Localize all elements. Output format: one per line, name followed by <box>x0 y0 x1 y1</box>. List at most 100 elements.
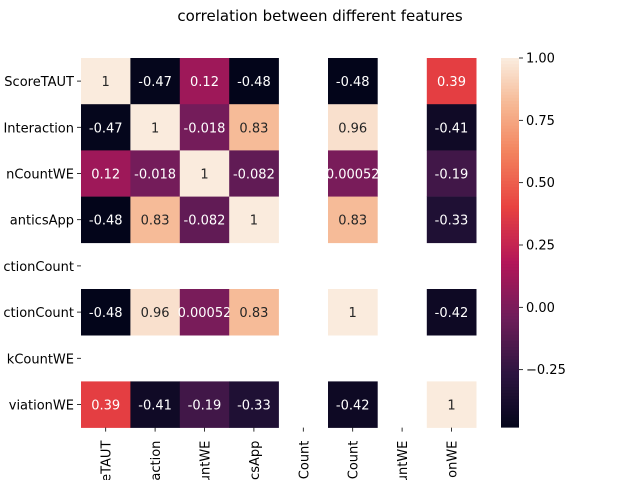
colorbar-segment <box>501 141 519 145</box>
colorbar-segment <box>501 350 519 354</box>
heatmap-cell <box>81 58 131 105</box>
x-tick-label: Count <box>297 441 312 480</box>
colorbar-segment <box>501 64 519 68</box>
colorbar-tick-label: 1.00 <box>526 52 555 67</box>
colorbar-segment <box>501 282 519 287</box>
colorbar-segment <box>501 82 519 87</box>
heatmap-cell <box>426 289 477 336</box>
colorbar-segment <box>501 396 519 400</box>
heatmap-cell <box>179 289 230 336</box>
heatmap-cell <box>130 381 181 428</box>
cell-annotation: -0.47 <box>138 75 172 90</box>
cell-annotation: -0.33 <box>435 214 469 229</box>
colorbar-segment <box>501 181 519 185</box>
colorbar-segment <box>501 362 519 367</box>
colorbar-segment <box>501 420 519 425</box>
heatmap-cell <box>229 104 279 151</box>
colorbar-tick-label: −0.25 <box>526 363 566 378</box>
heatmap-cell <box>130 289 181 336</box>
cell-annotation: -0.33 <box>237 399 271 414</box>
y-tick-label: kCountWE <box>7 352 74 367</box>
cell-annotation: 0.96 <box>338 121 367 136</box>
y-tick-label: nCountWE <box>6 168 74 183</box>
cell-annotation: -0.018 <box>134 168 176 183</box>
colorbar-segment <box>501 153 519 157</box>
colorbar-segment <box>501 144 519 148</box>
cell-annotation: -0.48 <box>89 214 123 229</box>
cell-annotation: 1 <box>151 121 159 136</box>
colorbar-segment <box>501 304 519 308</box>
heatmap-cell <box>229 150 279 197</box>
colorbar-segment <box>501 122 519 127</box>
y-tick-label: ctionCount <box>3 260 74 275</box>
x-tick-label: untWE <box>396 441 411 480</box>
colorbar-tick-label: 0.75 <box>526 114 555 129</box>
cell-annotation: -0.47 <box>89 121 123 136</box>
heatmap-cell <box>426 150 477 197</box>
heatmap-cell <box>426 104 477 151</box>
x-tick-label: Count <box>347 441 362 480</box>
heatmap-cell <box>130 150 181 197</box>
colorbar-segment <box>501 325 519 330</box>
cell-annotation: 0.83 <box>239 306 268 321</box>
colorbar-segment <box>501 248 519 253</box>
colorbar-segment <box>501 340 519 345</box>
heatmap-cell <box>229 381 279 428</box>
colorbar-segment <box>501 70 519 74</box>
y-tick-label: ScoreTAUT <box>4 75 74 90</box>
colorbar-segment <box>501 184 519 188</box>
colorbar-segment <box>501 85 519 90</box>
heatmap-cell <box>81 381 131 428</box>
colorbar-segment <box>501 227 519 231</box>
colorbar-segment <box>501 134 519 139</box>
colorbar-segment <box>501 374 519 379</box>
colorbar-segment <box>501 193 519 197</box>
colorbar-segment <box>501 316 519 320</box>
colorbar-segment <box>501 328 519 333</box>
cell-annotation: 0.96 <box>141 306 170 321</box>
colorbar-segment <box>501 390 519 394</box>
colorbar-segment <box>501 147 519 151</box>
colorbar-segment <box>501 233 519 237</box>
colorbar-segment <box>501 417 519 422</box>
colorbar-segment <box>501 220 519 225</box>
cell-annotation: -0.41 <box>138 399 172 414</box>
cell-annotation: 1 <box>200 168 208 183</box>
colorbar-segment <box>501 190 519 194</box>
colorbar-segment <box>501 414 519 419</box>
cell-annotation: -0.19 <box>435 168 469 183</box>
cell-annotation: -0.018 <box>184 121 226 136</box>
cell-annotation: -0.48 <box>237 75 271 90</box>
colorbar-segment <box>501 387 519 391</box>
colorbar-segment <box>501 217 519 222</box>
colorbar-segment <box>501 310 519 314</box>
colorbar-segment <box>501 76 519 81</box>
cell-annotation: 0.00052 <box>178 306 232 321</box>
colorbar-segment <box>501 101 519 105</box>
colorbar-segment <box>501 131 519 136</box>
colorbar-segment <box>501 211 519 216</box>
cell-annotation: -0.082 <box>233 168 275 183</box>
colorbar-segment <box>501 224 519 228</box>
heatmap-cell <box>81 150 131 197</box>
cell-annotation: 0.12 <box>190 75 219 90</box>
colorbar-segment <box>501 196 519 201</box>
x-tick-label: onWE <box>446 441 461 478</box>
colorbar-segment <box>501 331 519 336</box>
heatmap-cell <box>179 58 230 105</box>
colorbar-segment <box>501 104 519 108</box>
colorbar-segment <box>501 402 519 407</box>
heatmap-cell <box>328 150 378 197</box>
cell-annotation: -0.082 <box>184 214 226 229</box>
heatmap-cell <box>179 104 230 151</box>
colorbar-segment <box>501 288 519 293</box>
x-tick-label: eTAUT <box>100 441 115 480</box>
heatmap-cell <box>179 196 230 244</box>
colorbar-segment <box>501 165 519 170</box>
heatmap-cell <box>81 196 131 244</box>
heatmap-cell <box>130 58 181 105</box>
colorbar-tick-label: 0.50 <box>526 176 555 191</box>
heatmap-cell <box>229 289 279 336</box>
cell-annotation: -0.41 <box>435 121 469 136</box>
colorbar-segment <box>501 208 519 213</box>
